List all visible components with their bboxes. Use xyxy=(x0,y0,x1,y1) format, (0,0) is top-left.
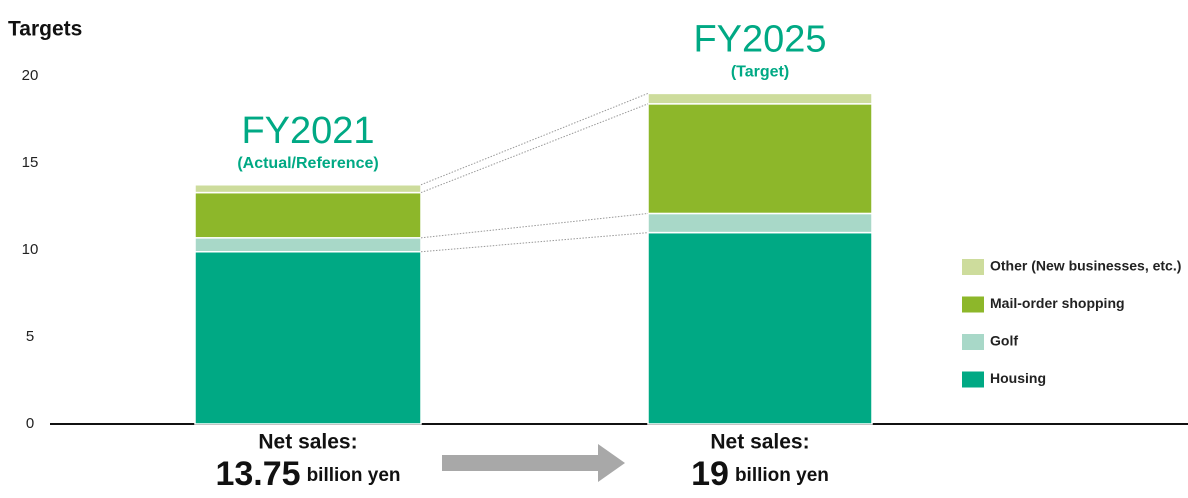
legend-swatch xyxy=(962,259,984,275)
arrow xyxy=(442,444,625,482)
legend-swatch xyxy=(962,371,984,388)
legend-label: Golf xyxy=(990,333,1018,349)
category-label: FY2021 xyxy=(241,110,374,152)
totals-label: Net sales: xyxy=(258,431,357,454)
total-unit: billion yen xyxy=(307,465,401,486)
legend-label: Housing xyxy=(990,370,1046,386)
connector xyxy=(420,103,649,194)
legend-swatch xyxy=(962,334,984,350)
connector xyxy=(420,232,649,253)
y-tick-label: 5 xyxy=(26,328,34,345)
legend-label: Other (New businesses, etc.) xyxy=(990,258,1181,274)
y-tick-label: 15 xyxy=(22,154,39,171)
legend-label: Mail-order shopping xyxy=(990,295,1125,311)
y-tick-label: 20 xyxy=(22,67,39,84)
total-unit: billion yen xyxy=(735,465,829,486)
category-note: (Target) xyxy=(731,64,789,81)
bar-segment xyxy=(194,237,422,253)
total: 13.75 billion yen xyxy=(215,455,400,493)
total-value: 13.75 xyxy=(215,455,300,493)
total-value: 19 xyxy=(691,455,729,493)
y-tick-label: 0 xyxy=(26,415,34,432)
total: 19 billion yen xyxy=(691,455,829,493)
legend-swatch xyxy=(962,296,984,313)
bar-segment xyxy=(194,250,422,425)
category-label: FY2025 xyxy=(693,18,826,60)
bar-segment xyxy=(194,184,422,194)
bar-segment xyxy=(194,191,422,239)
bar-segment xyxy=(647,103,873,215)
connector xyxy=(420,212,649,239)
y-tick-label: 10 xyxy=(22,241,39,258)
bar-segment xyxy=(647,231,873,425)
bar-segment xyxy=(647,92,873,105)
connector xyxy=(420,92,649,186)
totals-label: Net sales: xyxy=(710,431,809,454)
category-note: (Actual/Reference) xyxy=(237,155,378,172)
chart-title: Targets xyxy=(8,18,82,41)
bar-segment xyxy=(647,212,873,234)
